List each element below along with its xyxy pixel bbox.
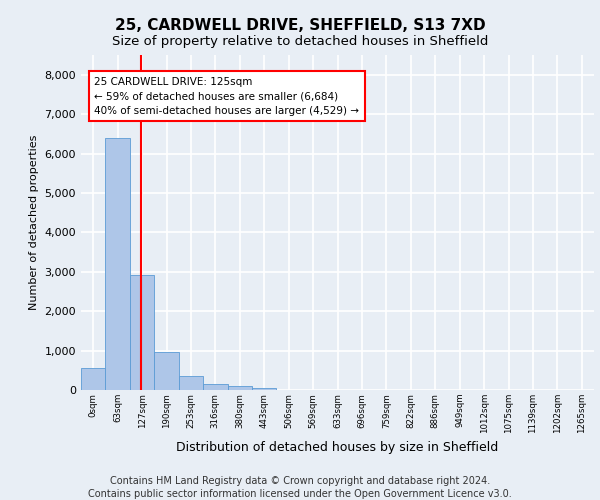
- Bar: [130, 276, 154, 390]
- Bar: [179, 376, 203, 390]
- Text: 25, CARDWELL DRIVE, SHEFFIELD, S13 7XD: 25, CARDWELL DRIVE, SHEFFIELD, S13 7XD: [115, 18, 485, 32]
- Text: Contains HM Land Registry data © Crown copyright and database right 2024.: Contains HM Land Registry data © Crown c…: [110, 476, 490, 486]
- Bar: [227, 386, 252, 390]
- Bar: [81, 368, 106, 390]
- Text: Size of property relative to detached houses in Sheffield: Size of property relative to detached ho…: [112, 35, 488, 48]
- Bar: [106, 138, 130, 390]
- Text: Contains public sector information licensed under the Open Government Licence v3: Contains public sector information licen…: [88, 489, 512, 499]
- Bar: [154, 352, 179, 390]
- Y-axis label: Number of detached properties: Number of detached properties: [29, 135, 39, 310]
- X-axis label: Distribution of detached houses by size in Sheffield: Distribution of detached houses by size …: [176, 442, 499, 454]
- Bar: [252, 388, 277, 390]
- Text: 25 CARDWELL DRIVE: 125sqm
← 59% of detached houses are smaller (6,684)
40% of se: 25 CARDWELL DRIVE: 125sqm ← 59% of detac…: [94, 76, 359, 116]
- Bar: [203, 384, 227, 390]
